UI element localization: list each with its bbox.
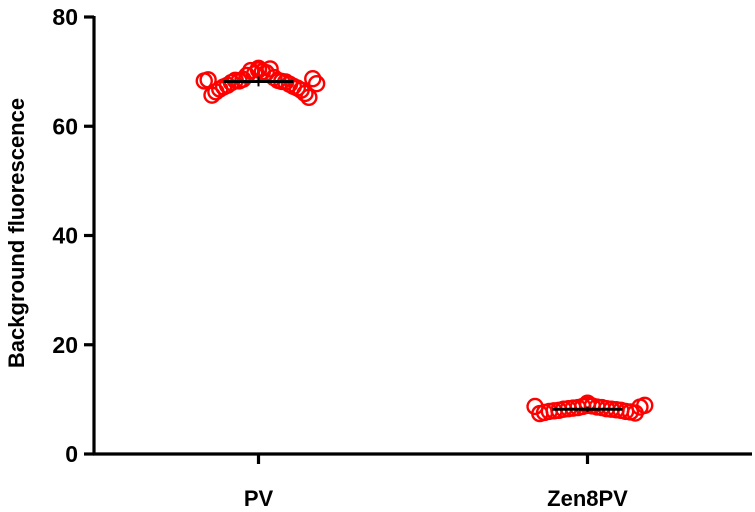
y-tick-label: 20 [52, 332, 78, 358]
y-tick-label: 0 [65, 441, 78, 467]
series-PV [195, 59, 326, 106]
data-point [307, 74, 326, 93]
series-Zen8PV [526, 394, 654, 423]
axes: 0 20 40 60 80 PV Zen8PV [52, 4, 752, 511]
data-marks [195, 59, 654, 423]
data-point [304, 70, 322, 88]
data-point [207, 83, 225, 101]
x-tick-label: PV [244, 486, 274, 511]
data-point [203, 86, 221, 104]
y-tick-label: 80 [52, 4, 78, 30]
x-tick-label: Zen8PV [547, 486, 628, 511]
data-point [261, 60, 279, 78]
data-point [636, 396, 654, 415]
y-tick-label: 40 [52, 223, 78, 249]
data-point [300, 88, 318, 106]
data-point [526, 397, 544, 416]
data-point [195, 72, 213, 90]
y-axis-label: Background fluorescence [4, 98, 29, 368]
y-tick-label: 60 [52, 113, 78, 139]
data-point [296, 84, 314, 103]
